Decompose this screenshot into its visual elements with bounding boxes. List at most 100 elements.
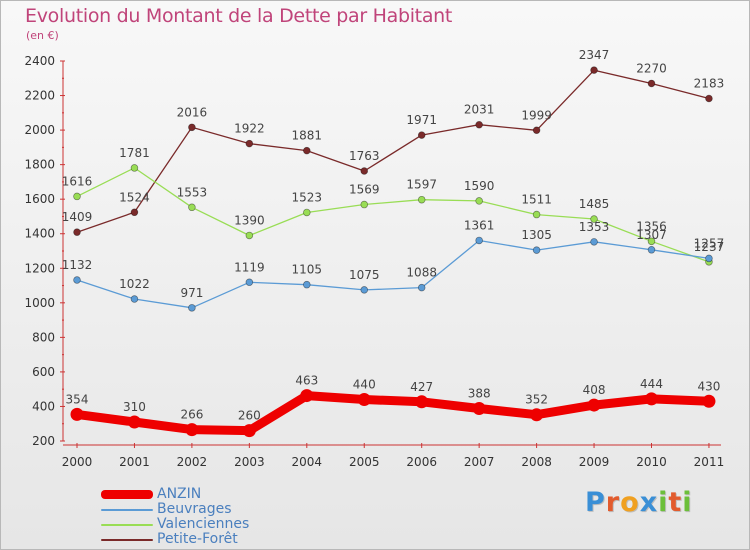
- x-tick-label-2001: 2001: [119, 455, 150, 469]
- point-petite-for-t-2000: [73, 228, 81, 236]
- x-tick-label-2010: 2010: [636, 455, 667, 469]
- point-valenciennes-2005: [360, 200, 369, 209]
- point-petite-for-t-2002: [188, 123, 196, 132]
- y-tick-label-2000: 2000: [24, 123, 55, 137]
- logo-letter: t: [668, 487, 683, 518]
- series-line-anzin: [72, 391, 714, 436]
- legend-label-anzin: ANZIN: [157, 486, 202, 502]
- point-anzin-2005: [357, 393, 371, 407]
- point-beuvrages-2000: [73, 276, 81, 284]
- proxiti-logo: Proxiti: [585, 487, 693, 518]
- point-valenciennes-2000: [73, 192, 81, 201]
- point-anzin-2000: [70, 407, 84, 421]
- data-label-valenciennes-2006: 1597: [406, 178, 437, 192]
- point-beuvrages-2005: [360, 286, 369, 294]
- data-label-anzin-2007: 388: [468, 387, 491, 401]
- y-tick-label-1000: 1000: [24, 296, 55, 310]
- y-tick-label-400: 400: [32, 399, 55, 413]
- point-anzin-2009: [587, 398, 601, 412]
- legend-swatch-anzin: [101, 490, 153, 499]
- legend-label-beuvrages: Beuvrages: [157, 501, 232, 517]
- logo-letter: i: [658, 487, 669, 518]
- data-label-beuvrages-2008: 1305: [521, 228, 552, 242]
- data-label-petite-for-t-2005: 1763: [349, 149, 380, 163]
- data-label-petite-for-t-2007: 2031: [464, 103, 495, 117]
- data-label-petite-for-t-2000: 1409: [62, 210, 93, 224]
- y-tick-label-2400: 2400: [24, 54, 55, 68]
- y-tick-label-1800: 1800: [24, 158, 55, 172]
- point-petite-for-t-2004: [303, 146, 311, 155]
- y-tick-label-1600: 1600: [24, 192, 55, 206]
- point-valenciennes-2002: [188, 203, 196, 212]
- point-valenciennes-2008: [532, 210, 541, 219]
- logo-letter: r: [605, 487, 621, 518]
- point-anzin-2008: [530, 408, 544, 422]
- point-valenciennes-2004: [303, 208, 311, 217]
- data-label-valenciennes-2008: 1511: [521, 193, 552, 207]
- data-label-valenciennes-2007: 1590: [464, 179, 495, 193]
- series-line-beuvrages: [76, 239, 710, 309]
- data-label-beuvrages-2002: 971: [180, 286, 203, 300]
- data-label-valenciennes-2001: 1781: [119, 146, 150, 160]
- x-tick-label-2007: 2007: [464, 455, 495, 469]
- data-label-beuvrages-2007: 1361: [464, 218, 495, 232]
- x-tick-label-2008: 2008: [521, 455, 552, 469]
- data-label-anzin-2002: 266: [180, 408, 203, 422]
- logo-letter: o: [620, 487, 640, 518]
- point-valenciennes-2001: [130, 164, 139, 172]
- data-label-anzin-2009: 408: [583, 383, 606, 397]
- data-label-petite-for-t-2003: 1922: [234, 122, 265, 136]
- data-label-valenciennes-2003: 1390: [234, 213, 265, 227]
- point-beuvrages-2006: [417, 283, 426, 292]
- data-label-valenciennes-2005: 1569: [349, 183, 380, 197]
- logo-letter: P: [585, 487, 606, 518]
- data-label-valenciennes-2009: 1485: [579, 197, 610, 211]
- point-petite-for-t-2008: [532, 126, 541, 135]
- legend: ANZIN Beuvrages Valenciennes Petite-Forê…: [101, 486, 321, 547]
- x-tick-label-2006: 2006: [406, 455, 437, 469]
- data-label-petite-for-t-2004: 1881: [292, 129, 323, 143]
- x-tick-label-2003: 2003: [234, 455, 265, 469]
- series-line-valenciennes: [76, 167, 710, 263]
- point-beuvrages-2003: [245, 278, 254, 287]
- data-label-beuvrages-2000: 1132: [62, 258, 93, 272]
- point-valenciennes-2009: [590, 215, 598, 223]
- x-tick-label-2002: 2002: [177, 455, 208, 469]
- data-label-beuvrages-2005: 1075: [349, 268, 380, 282]
- data-label-petite-for-t-2008: 1999: [521, 108, 552, 122]
- data-label-anzin-2001: 310: [123, 400, 146, 414]
- data-label-valenciennes-2011: 1237: [694, 240, 725, 254]
- legend-item-anzin: ANZIN: [101, 486, 321, 502]
- point-anzin-2004: [300, 389, 314, 403]
- data-label-beuvrages-2006: 1088: [406, 266, 437, 280]
- point-petite-for-t-2011: [705, 94, 713, 103]
- data-label-valenciennes-2000: 1616: [62, 174, 93, 188]
- point-valenciennes-2010: [647, 237, 656, 246]
- point-anzin-2006: [415, 395, 429, 409]
- legend-label-valenciennes: Valenciennes: [157, 516, 250, 532]
- y-tick-label-1400: 1400: [24, 227, 55, 241]
- data-label-anzin-2006: 427: [410, 380, 433, 394]
- logo-letter: x: [639, 487, 659, 518]
- data-label-beuvrages-2011: 1257: [694, 236, 725, 250]
- y-tick-label-200: 200: [32, 434, 55, 448]
- y-tick-label-1200: 1200: [24, 261, 55, 275]
- data-label-petite-for-t-2010: 2270: [636, 61, 667, 75]
- data-label-anzin-2003: 260: [238, 409, 261, 423]
- point-petite-for-t-2001: [130, 208, 139, 217]
- point-anzin-2002: [185, 423, 199, 437]
- x-tick-label-2004: 2004: [292, 455, 323, 469]
- point-valenciennes-2003: [245, 231, 254, 240]
- data-label-anzin-2008: 352: [525, 393, 548, 407]
- point-anzin-2003: [242, 424, 256, 438]
- point-petite-for-t-2009: [590, 66, 598, 74]
- data-label-anzin-2004: 463: [295, 374, 318, 388]
- data-label-anzin-2005: 440: [353, 378, 376, 392]
- data-label-petite-for-t-2011: 2183: [694, 76, 725, 90]
- point-beuvrages-2001: [130, 295, 139, 303]
- data-label-valenciennes-2010: 1356: [636, 219, 667, 233]
- chart-subtitle: (en €): [26, 29, 59, 42]
- data-label-beuvrages-2004: 1105: [292, 263, 323, 277]
- point-valenciennes-2007: [475, 197, 483, 205]
